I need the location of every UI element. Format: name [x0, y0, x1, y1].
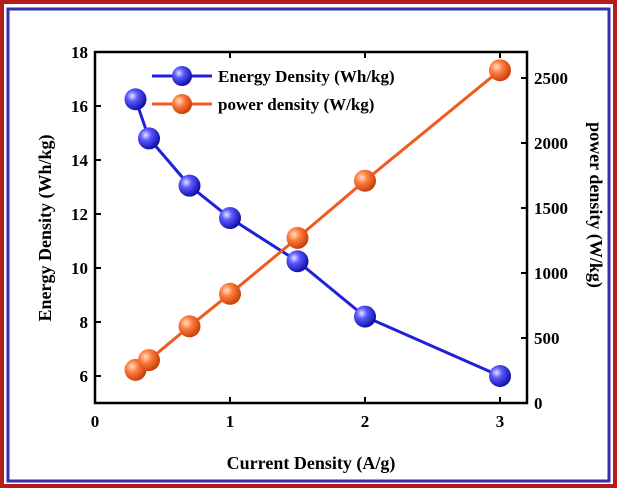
legend-label-energy: Energy Density (Wh/kg) — [218, 67, 395, 86]
y-right-tick-label: 1000 — [534, 264, 568, 283]
y-right-tick-label: 1500 — [534, 199, 568, 218]
data-point-power — [489, 59, 511, 82]
data-point-power — [354, 169, 376, 192]
data-point-power — [178, 315, 201, 338]
y-right-tick-label: 2500 — [534, 69, 568, 88]
y-left-tick-label: 18 — [71, 43, 88, 62]
y-left-tick-label: 8 — [80, 313, 89, 332]
y-right-tick-label: 500 — [534, 329, 560, 348]
data-point-energy — [354, 305, 376, 328]
y-left-tick-label: 16 — [71, 97, 88, 116]
x-tick-label: 0 — [91, 412, 100, 431]
data-point-energy — [219, 207, 241, 230]
series-layer — [124, 59, 511, 387]
x-tick-label: 2 — [361, 412, 370, 431]
x-axis-title: Current Density (A/g) — [227, 453, 396, 474]
legend-marker-power — [172, 94, 192, 114]
y-axis-right-title: power density (W/kg) — [585, 122, 606, 288]
x-tick-label: 1 — [226, 412, 235, 431]
y-left-tick-label: 12 — [71, 205, 88, 224]
y-axis-left-title: Energy Density (Wh/kg) — [35, 134, 56, 321]
legend-label-power: power density (W/kg) — [218, 95, 374, 114]
data-point-energy — [489, 365, 511, 387]
plot-area — [93, 50, 529, 405]
data-point-power — [138, 349, 160, 372]
inner-border — [6, 7, 611, 483]
data-point-power — [286, 226, 309, 249]
data-point-power — [219, 282, 241, 305]
data-point-energy — [138, 127, 160, 150]
x-tick-label: 3 — [496, 412, 505, 431]
y-right-tick-label: 0 — [534, 394, 543, 413]
legend-marker-energy — [172, 66, 192, 86]
y-left-tick-label: 10 — [71, 259, 88, 278]
data-point-energy — [124, 88, 147, 111]
y-left-tick-label: 6 — [80, 367, 89, 386]
data-point-energy — [286, 250, 309, 273]
y-right-tick-label: 2000 — [534, 134, 568, 153]
data-point-energy — [178, 174, 201, 197]
legend: Energy Density (Wh/kg) power density (W/… — [152, 66, 395, 114]
y-left-tick-label: 14 — [71, 151, 89, 170]
